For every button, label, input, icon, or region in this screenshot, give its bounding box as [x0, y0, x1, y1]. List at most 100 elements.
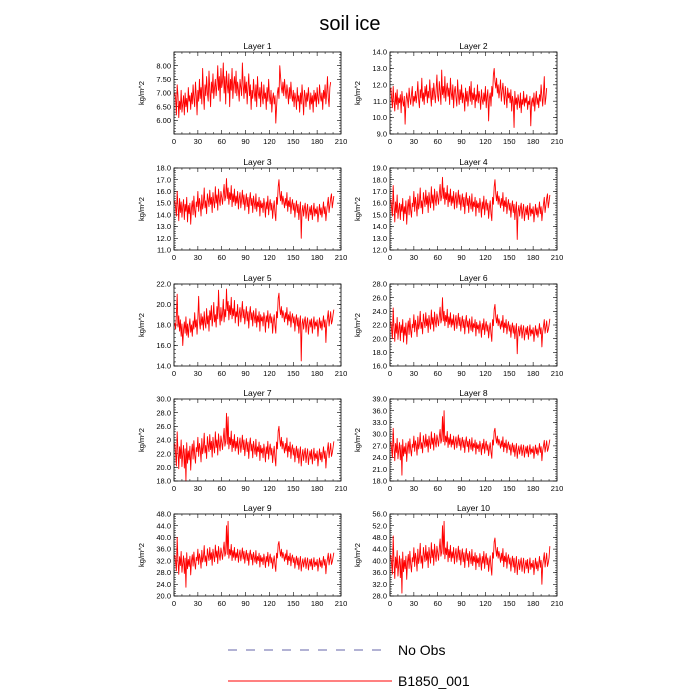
y-tick-label: 40.0	[156, 533, 171, 542]
y-axis-label: kg/m^2	[137, 313, 146, 337]
panel-layer-3: Layer 3 kg/m^2 0 30 60 90 120 150 180 210 11.0 12.0…	[137, 157, 347, 262]
y-axis-label: kg/m^2	[353, 428, 362, 452]
y-tick-label: 22.0	[156, 280, 171, 289]
x-tick-label: 180	[311, 484, 324, 493]
panel-layer-2: Layer 2 kg/m^2 0 30 60 90 120 150 180 210 9.0 10.0 1…	[353, 41, 563, 146]
y-tick-label: 22.0	[372, 321, 387, 330]
x-tick-label: 210	[551, 253, 564, 262]
series-line-b1850-001	[390, 297, 551, 355]
y-tick-label: 32.0	[372, 580, 387, 589]
y-tick-label: 36.0	[372, 406, 387, 415]
x-tick-label: 90	[457, 599, 465, 608]
y-tick-label: 16.0	[156, 187, 171, 196]
panel-layer-1: Layer 1 kg/m^2 0 30 60 90 120 150 180 210 6.00 6.50…	[137, 41, 347, 146]
y-tick-label: 7.50	[156, 75, 171, 84]
y-tick-label: 20.0	[156, 463, 171, 472]
x-tick-label: 90	[241, 484, 249, 493]
y-axis-label: kg/m^2	[137, 197, 146, 221]
x-tick-label: 180	[527, 253, 540, 262]
y-tick-label: 13.0	[156, 222, 171, 231]
x-tick-label: 90	[241, 253, 249, 262]
x-tick-label: 120	[263, 137, 276, 146]
x-tick-label: 90	[457, 137, 465, 146]
panel-layer-10: Layer 10 kg/m^2 0 30 60 90 120 150 180 210 28.0 32.…	[353, 503, 563, 608]
y-tick-label: 48.0	[372, 533, 387, 542]
x-tick-label: 90	[241, 599, 249, 608]
x-tick-label: 30	[194, 484, 202, 493]
x-tick-label: 90	[457, 253, 465, 262]
y-axis-label: kg/m^2	[137, 543, 146, 567]
plot-frame	[389, 51, 558, 135]
y-tick-label: 44.0	[156, 521, 171, 530]
x-tick-label: 150	[503, 253, 516, 262]
y-tick-label: 33.0	[372, 418, 387, 427]
y-tick-label: 28.0	[156, 408, 171, 417]
y-tick-label: 39.0	[372, 395, 387, 404]
series-line-b1850-001	[390, 67, 548, 128]
x-tick-label: 0	[172, 369, 176, 378]
y-tick-label: 13.0	[372, 234, 387, 243]
plot-frame	[173, 167, 342, 251]
plot-frame	[389, 283, 558, 367]
y-tick-label: 11.0	[157, 246, 171, 255]
x-tick-label: 0	[388, 253, 392, 262]
x-tick-label: 30	[194, 253, 202, 262]
x-tick-label: 210	[551, 137, 564, 146]
panel-layer-4: Layer 4 kg/m^2 0 30 60 90 120 150 180 210 12.0 13.0…	[353, 157, 563, 262]
x-tick-label: 0	[172, 599, 176, 608]
x-tick-label: 180	[527, 484, 540, 493]
panels-group: Layer 1 kg/m^2 0 30 60 90 120 150 180 210 6.00 6.50…	[137, 41, 563, 608]
x-tick-label: 60	[218, 599, 226, 608]
legend-b1850-label: B1850_001	[398, 673, 470, 689]
x-tick-label: 0	[172, 253, 176, 262]
x-tick-label: 30	[194, 369, 202, 378]
panel-layer-8: Layer 8 kg/m^2 0 30 60 90 120 150 180 210 18.0 21.0…	[353, 388, 563, 493]
x-tick-label: 180	[527, 137, 540, 146]
y-tick-label: 17.0	[156, 175, 171, 184]
y-tick-label: 14.0	[156, 210, 171, 219]
x-tick-label: 30	[194, 137, 202, 146]
panel-layer-5: Layer 5 kg/m^2 0 30 60 90 120 150 180 210 14.0 16.0…	[137, 273, 347, 378]
x-tick-label: 210	[551, 484, 564, 493]
panel-title: Layer 2	[459, 41, 488, 51]
y-tick-label: 21.0	[372, 465, 387, 474]
y-tick-label: 22.0	[156, 449, 171, 458]
series-line-b1850-001	[174, 412, 335, 482]
x-tick-label: 120	[479, 369, 492, 378]
series-line-b1850-001	[390, 176, 551, 240]
x-tick-label: 60	[218, 253, 226, 262]
x-tick-label: 60	[218, 484, 226, 493]
x-tick-label: 210	[335, 137, 348, 146]
y-tick-label: 8.00	[156, 61, 171, 70]
y-tick-label: 36.0	[372, 568, 387, 577]
x-tick-label: 210	[335, 599, 348, 608]
y-tick-label: 6.00	[156, 116, 171, 125]
x-tick-label: 120	[263, 599, 276, 608]
x-tick-label: 180	[311, 137, 324, 146]
x-tick-label: 180	[527, 599, 540, 608]
x-tick-label: 150	[287, 369, 300, 378]
panel-title: Layer 8	[459, 388, 488, 398]
y-tick-label: 12.0	[372, 80, 387, 89]
y-axis-label: kg/m^2	[353, 197, 362, 221]
x-tick-label: 60	[218, 369, 226, 378]
y-tick-label: 24.0	[156, 580, 171, 589]
y-tick-label: 48.0	[156, 510, 171, 519]
plot-frame	[173, 398, 342, 482]
y-tick-label: 52.0	[372, 521, 387, 530]
series-line-b1850-001	[174, 62, 332, 124]
y-tick-label: 18.0	[372, 477, 387, 486]
x-tick-label: 90	[457, 484, 465, 493]
x-tick-label: 30	[410, 599, 418, 608]
y-tick-label: 27.0	[372, 441, 387, 450]
panel-title: Layer 3	[243, 157, 272, 167]
figure-title: soil ice	[319, 13, 380, 35]
x-tick-label: 150	[503, 484, 516, 493]
y-tick-label: 9.0	[377, 130, 387, 139]
y-axis-label: kg/m^2	[353, 313, 362, 337]
y-axis-label: kg/m^2	[353, 81, 362, 105]
x-tick-label: 60	[218, 137, 226, 146]
x-tick-label: 180	[311, 369, 324, 378]
x-tick-label: 210	[335, 253, 348, 262]
